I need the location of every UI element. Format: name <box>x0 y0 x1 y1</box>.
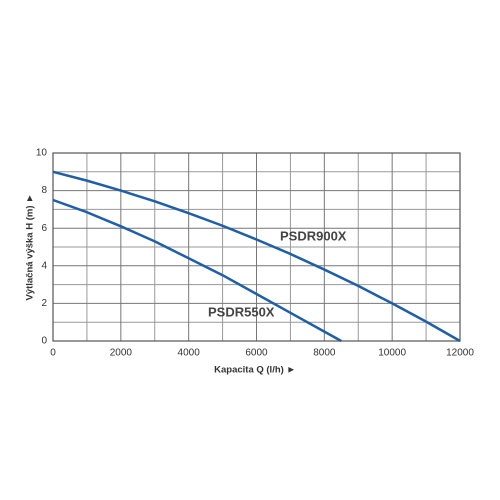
x-tick-label: 8000 <box>313 348 336 359</box>
x-tick-label: 6000 <box>245 348 268 359</box>
y-tick-label: 10 <box>36 148 48 159</box>
series-line <box>52 198 342 343</box>
x-tick-label: 2000 <box>110 348 133 359</box>
y-axis-title: Výtlačná výška H (m) ► <box>25 193 36 300</box>
x-tick-label: 12000 <box>446 348 474 359</box>
x-tick-label: 10000 <box>378 348 406 359</box>
series-label: PSDR550X <box>208 304 275 319</box>
y-tick-label: 8 <box>41 185 47 196</box>
y-tick-label: 6 <box>41 223 47 234</box>
series-label: PSDR900X <box>280 228 347 243</box>
y-tick-label: 0 <box>41 336 47 347</box>
plot-frame <box>52 152 461 342</box>
y-tick-label: 4 <box>41 260 47 271</box>
x-tick-label: 4000 <box>178 348 201 359</box>
y-tick-label: 2 <box>41 298 47 309</box>
x-tick-label: 0 <box>50 348 56 359</box>
x-axis-title: Kapacita Q (l/h) ► <box>214 365 296 376</box>
series-line <box>52 170 461 343</box>
